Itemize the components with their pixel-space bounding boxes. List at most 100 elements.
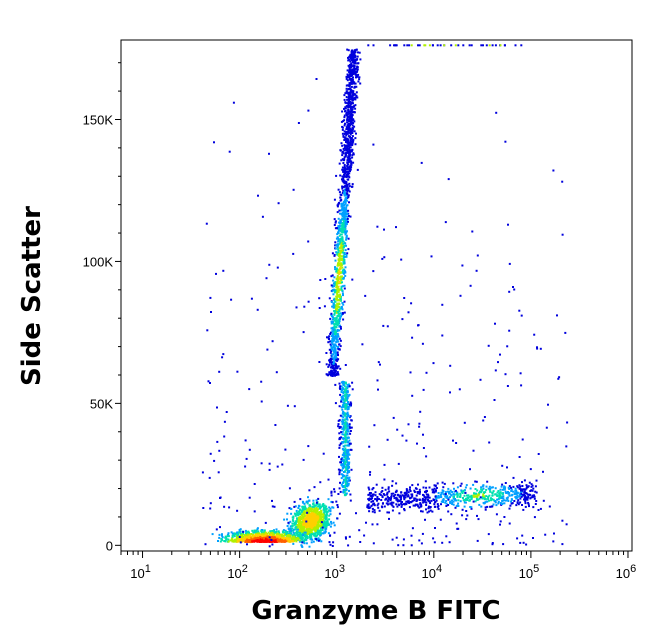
- data-point: [264, 533, 267, 536]
- data-point: [367, 503, 370, 506]
- data-point: [228, 506, 231, 509]
- data-point: [342, 394, 345, 397]
- data-point: [329, 525, 332, 528]
- data-point: [340, 400, 343, 403]
- data-point: [346, 168, 349, 171]
- data-point: [345, 128, 348, 131]
- data-point: [334, 289, 337, 292]
- data-point: [488, 44, 491, 47]
- data-point: [341, 238, 344, 241]
- data-point: [312, 524, 315, 526]
- data-point: [320, 511, 323, 514]
- data-point: [454, 44, 457, 47]
- data-point: [311, 512, 314, 515]
- data-point: [346, 190, 349, 193]
- data-point: [346, 105, 349, 108]
- data-point: [400, 502, 403, 505]
- data-point: [341, 125, 344, 128]
- data-point: [221, 536, 224, 539]
- data-point: [475, 480, 478, 483]
- data-point: [340, 276, 343, 278]
- data-point: [337, 232, 340, 235]
- data-point: [286, 404, 289, 407]
- data-point: [440, 496, 443, 499]
- data-point: [241, 535, 244, 538]
- data-point: [346, 185, 349, 188]
- data-point: [325, 512, 328, 515]
- data-point: [311, 533, 314, 536]
- data-point: [487, 498, 490, 500]
- data-point: [256, 527, 259, 530]
- data-point: [209, 296, 212, 299]
- data-point: [351, 144, 354, 147]
- data-point: [341, 382, 344, 385]
- data-point: [348, 424, 351, 427]
- data-point: [396, 428, 399, 431]
- data-point: [252, 535, 255, 538]
- data-point: [434, 495, 437, 498]
- data-point: [339, 345, 342, 348]
- data-point: [248, 539, 251, 542]
- data-point: [312, 519, 315, 522]
- data-point: [419, 410, 422, 413]
- data-point: [329, 331, 332, 334]
- data-point: [345, 210, 348, 213]
- data-point: [284, 537, 287, 540]
- data-point: [344, 172, 347, 175]
- data-point: [355, 74, 358, 77]
- data-point: [339, 212, 341, 215]
- data-point: [456, 494, 459, 497]
- data-point: [342, 257, 345, 260]
- data-point: [349, 442, 351, 445]
- data-point: [398, 499, 400, 502]
- data-point: [345, 90, 348, 93]
- data-point: [437, 507, 440, 510]
- data-point: [324, 516, 327, 519]
- data-point: [340, 391, 343, 393]
- data-point: [371, 497, 374, 500]
- data-point: [283, 518, 286, 521]
- data-point: [356, 66, 359, 69]
- data-point: [335, 237, 338, 240]
- data-point: [390, 502, 393, 505]
- data-point: [234, 540, 237, 543]
- data-point: [399, 496, 402, 499]
- data-point: [299, 498, 302, 501]
- data-point: [457, 44, 460, 47]
- data-point: [532, 506, 535, 509]
- data-point: [349, 111, 352, 114]
- data-point: [256, 528, 259, 531]
- data-point: [476, 496, 479, 498]
- data-point: [311, 520, 314, 523]
- data-point: [445, 535, 448, 538]
- data-point: [205, 222, 208, 225]
- data-point: [387, 487, 390, 490]
- data-point: [354, 82, 357, 85]
- data-point: [305, 526, 308, 529]
- data-point: [534, 485, 537, 488]
- data-point: [372, 270, 375, 273]
- data-point: [294, 513, 297, 516]
- data-point: [309, 523, 312, 526]
- data-point: [346, 427, 349, 430]
- data-point: [328, 514, 331, 517]
- data-point: [348, 465, 350, 468]
- data-point: [434, 484, 437, 487]
- data-point: [470, 507, 473, 510]
- data-point: [502, 497, 505, 500]
- data-point: [341, 178, 343, 181]
- data-point: [292, 528, 295, 531]
- y-axis-title: Side Scatter: [17, 206, 47, 386]
- data-point: [521, 481, 523, 484]
- data-point: [499, 44, 502, 47]
- data-point: [501, 488, 504, 491]
- data-point: [344, 456, 347, 459]
- data-point: [343, 220, 346, 223]
- data-point: [333, 490, 336, 493]
- data-point: [343, 437, 346, 440]
- data-point: [346, 217, 349, 220]
- data-point: [345, 392, 348, 395]
- data-point: [268, 263, 271, 266]
- data-point: [347, 166, 350, 169]
- data-point: [406, 500, 409, 503]
